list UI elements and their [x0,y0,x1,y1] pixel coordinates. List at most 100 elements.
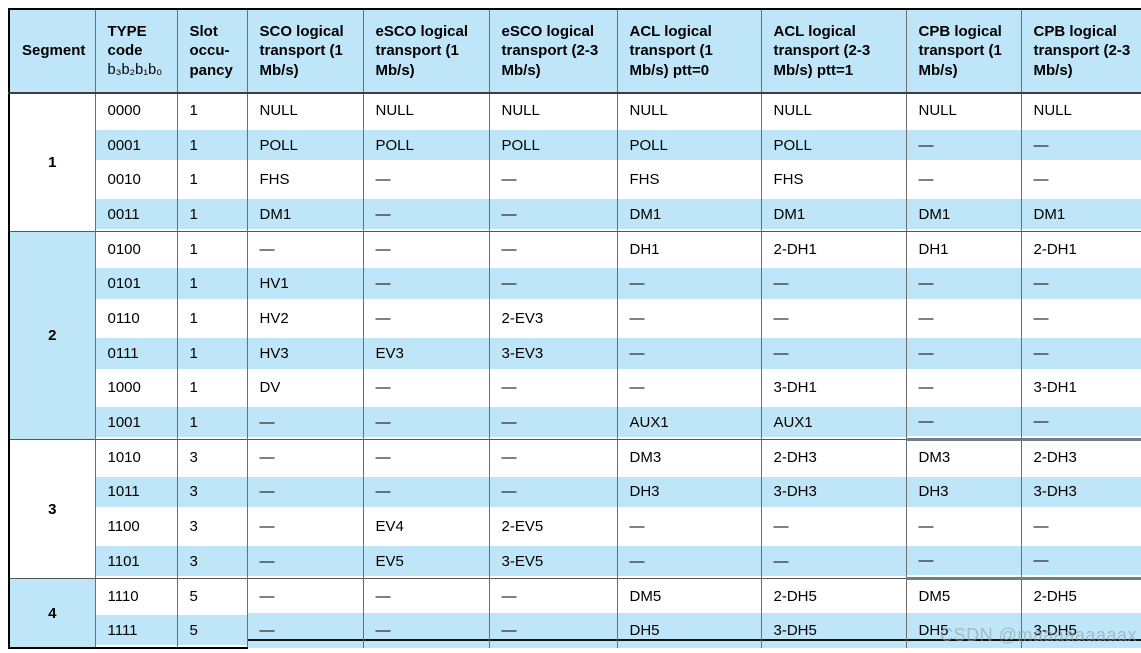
column-header-label: SCO logical transport (1 Mb/s) [259,23,344,79]
transport-cell-acl-1m-ptt0: — [616,335,761,371]
transport-cell-esco-23m: 2-EV3 [488,301,617,336]
type-code-cell: 0111 [94,335,177,371]
transport-cell-cpb-23m: — [1020,127,1141,163]
transport-cell-acl-1m-ptt0: NULL [616,92,761,128]
transport-cell-cpb-23m: — [1020,335,1141,371]
transport-cell-esco-23m: — [488,231,617,267]
transport-cell-sco-1m: — [246,509,363,544]
transport-cell-cpb-1m: — [905,266,1021,302]
table-row: 0111 1 HV3 EV3 3-EV3— — — — [9,335,1141,371]
slot-occupancy-cell: 5 [176,578,247,614]
slot-occupancy-cell: 5 [176,613,247,649]
transport-cell-esco-23m: — [488,370,617,406]
column-header-esco-1m: eSCO logical transport (1 Mb/s) [362,9,489,94]
segment-cell: 3 [9,439,95,579]
transport-cell-cpb-1m: — [905,405,1021,440]
type-code-cell: 1110 [94,578,177,614]
transport-cell-sco-1m: — [246,474,363,510]
transport-cell-esco-1m: — [362,405,489,440]
transport-cell-acl-1m-ptt0: FHS [616,162,761,198]
transport-cell-cpb-1m: — [905,543,1021,579]
transport-cell-acl-1m-ptt0: DM1 [616,197,761,232]
column-header-label: CPB logical transport (2-3 Mb/s) [1033,23,1131,79]
slot-occupancy-cell: 1 [176,127,247,163]
transport-cell-esco-23m: — [488,197,617,232]
transport-cell-esco-1m: — [362,474,489,510]
column-header-cpb-1m: CPB logical transport (1 Mb/s) [905,9,1021,94]
transport-cell-sco-1m: — [246,578,363,614]
transport-cell-esco-1m: — [362,439,489,475]
transport-cell-cpb-23m: 3-DH1 [1020,370,1141,406]
column-header-acl-23m-ptt1: ACL logical transport (2-3 Mb/s) ptt=1 [760,9,906,94]
transport-cell-cpb-1m: DM3 [905,438,1021,475]
transport-cell-cpb-1m: DM5 [905,577,1021,614]
segment-cell: 1 [9,92,95,232]
segment-cell: 4 [9,578,95,650]
transport-cell-esco-1m: — [362,613,489,648]
transport-cell-cpb-23m: 2-DH5 [1020,577,1141,614]
transport-cell-cpb-23m: 3-DH3 [1020,474,1141,510]
type-code-cell: 1101 [94,543,177,579]
transport-cell-esco-23m: NULL [488,92,617,128]
table-row: 0110 1 HV2—2-EV3— — — — [9,301,1141,336]
transport-cell-acl-23m-ptt1: 2-DH5 [760,578,906,614]
transport-cell-esco-1m: EV3 [362,335,489,371]
column-header-label: ACL logical transport (1 Mb/s) ptt=0 [629,23,713,79]
transport-cell-esco-23m: — [488,162,617,198]
transport-cell-acl-23m-ptt1: 2-DH3 [760,439,906,475]
type-code-cell: 0110 [94,301,177,336]
transport-cell-sco-1m: — [246,405,363,440]
transport-cell-cpb-23m: — [1020,266,1141,302]
column-header-acl-1m-ptt0: ACL logical transport (1 Mb/s) ptt=0 [616,9,761,94]
transport-cell-esco-1m: — [362,231,489,267]
transport-cell-acl-1m-ptt0: — [616,543,761,579]
transport-cell-cpb-1m: DM1 [905,197,1021,232]
transport-cell-cpb-23m: 2-DH3 [1020,438,1141,475]
transport-cell-sco-1m: — [246,543,363,579]
transport-cell-acl-23m-ptt1: — [760,301,906,336]
transport-cell-sco-1m: FHS [246,162,363,198]
table-row: 1 0000 1 NULL NULL NULL NULL NULL NULL NULL [9,92,1141,232]
transport-cell-esco-23m: — [488,613,617,648]
transport-cell-cpb-23m: — [1020,509,1141,544]
transport-cell-cpb-1m: — [905,509,1021,544]
column-header-label: CPB logical transport (1 Mb/s) [918,23,1002,79]
transport-cell-acl-1m-ptt0: — [616,509,761,544]
table-row: 3 1010 3— — — DM3 2-DH3 DM3 2-DH3 [9,438,1141,579]
transport-cell-esco-23m: 2-EV5 [488,509,617,544]
transport-cell-esco-1m: EV4 [362,509,489,544]
transport-cell-sco-1m: — [246,439,363,475]
transport-cell-acl-1m-ptt0: DH1 [616,231,761,267]
column-header-label: TYPE code [107,23,147,60]
transport-cell-cpb-23m: 2-DH1 [1020,231,1141,267]
column-header-label: eSCO logical transport (1 Mb/s) [375,23,469,79]
transport-cell-cpb-1m: — [905,127,1021,163]
transport-cell-esco-23m: — [488,474,617,510]
transport-cell-esco-1m: — [362,162,489,198]
transport-cell-esco-1m: EV5 [362,543,489,579]
slot-occupancy-cell: 1 [176,231,247,267]
transport-cell-esco-1m: — [362,578,489,614]
transport-cell-esco-1m: — [362,197,489,232]
transport-cell-acl-23m-ptt1: 2-DH1 [760,231,906,267]
table-row: 0010 1 FHS — — FHS FHS — — [9,162,1141,198]
transport-cell-acl-1m-ptt0: — [616,266,761,302]
type-code-cell: 1010 [94,439,177,475]
transport-cell-acl-23m-ptt1: DM1 [760,197,906,232]
table-row: 1011 3— — — DH3 3-DH3 DH3 3-DH3 [9,474,1141,510]
packet-type-table: Segment TYPE code b₃b₂b₁b₀ Slot occu-pancy S… [8,8,1141,650]
slot-occupancy-cell: 1 [176,301,247,336]
transport-cell-acl-23m-ptt1: — [760,335,906,371]
transport-cell-cpb-23m: 3-DH5 [1020,613,1141,648]
transport-cell-acl-1m-ptt0: DM3 [616,439,761,475]
transport-cell-esco-1m: — [362,266,489,302]
column-header-subscript: b₃b₂b₁b₀ [107,62,163,79]
table-row: 1001 1— — — AUX1 AUX1— — [9,405,1141,440]
column-header-label: eSCO logical transport (2-3 Mb/s) [501,23,599,79]
slot-occupancy-cell: 1 [176,405,247,440]
transport-cell-acl-1m-ptt0: POLL [616,127,761,163]
transport-cell-esco-1m: POLL [362,127,489,163]
transport-cell-cpb-1m: DH5 [905,613,1021,648]
type-code-cell: 0010 [94,162,177,198]
table-header: Segment TYPE code b₃b₂b₁b₀ Slot occu-pancy S… [9,9,1141,94]
